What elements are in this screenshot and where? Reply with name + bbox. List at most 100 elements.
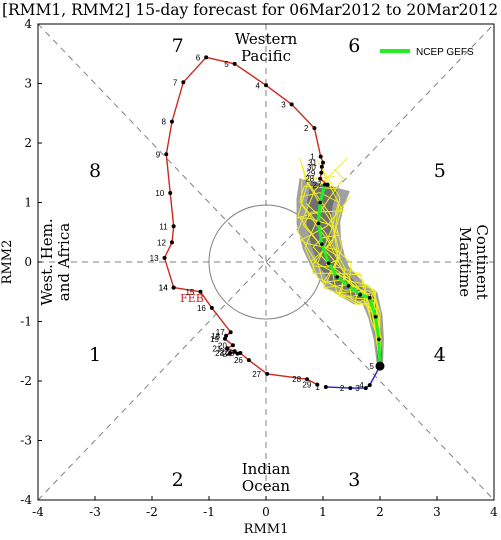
jan-feb-path-point [321, 160, 325, 165]
feb-path-point [209, 305, 214, 310]
ensemble-member-line [299, 158, 381, 367]
jan-feb-path-point [162, 255, 167, 260]
region-label-left: West. Hem. [38, 218, 56, 305]
phase-label: 1 [89, 344, 101, 366]
feb-path-day-label: 22 [220, 347, 229, 356]
feb-path-point [225, 346, 230, 351]
jan-feb-path-day-label: 7 [173, 78, 178, 87]
x-tick-label: -4 [32, 505, 44, 519]
region-label-right: Continent [473, 224, 491, 299]
mar-path-point [367, 383, 372, 388]
jan-feb-path-day-label: 2 [304, 124, 309, 133]
x-tick-label: 1 [319, 505, 327, 519]
jan-feb-path-day-label: 3 [281, 100, 286, 109]
mar-path-day-label: 1 [315, 383, 320, 392]
forecast-mean-point [322, 182, 327, 187]
feb-path-day-label: 28 [292, 375, 301, 384]
mar-path-day-label: 4 [359, 381, 364, 390]
jan-feb-path-point [204, 55, 209, 60]
feb-path-day-label: 15 [186, 288, 195, 297]
y-tick-label: -1 [20, 315, 32, 329]
phase-label: 3 [348, 469, 360, 491]
jan-feb-path-day-label: 9 [156, 150, 161, 159]
forecast-start-point [375, 361, 385, 371]
jan-feb-path-day-label: 31 [308, 159, 317, 168]
jan-feb-path-day-label: 10 [155, 189, 164, 198]
jan-feb-path-day-label: 30 [307, 163, 316, 172]
jan-feb-path-point [318, 176, 323, 181]
y-tick-label: -3 [20, 434, 32, 448]
feb-path-day-label: 23 [215, 349, 224, 358]
ensemble-member-line [296, 210, 381, 367]
feb-path-day-label: 17 [216, 328, 225, 337]
feb-path-day-label: 20 [218, 341, 227, 350]
phase-label: 6 [348, 35, 360, 57]
jan-feb-path-day-label: 12 [157, 238, 166, 247]
feb-path-day-label: 18 [211, 332, 220, 341]
feb-path-point [265, 371, 270, 376]
feb-path-point [315, 382, 320, 387]
y-tick-label: -2 [20, 374, 32, 388]
y-tick-label: 1 [24, 196, 32, 210]
region-label-bottom: Ocean [242, 477, 291, 495]
phase-label: 8 [89, 160, 101, 182]
mar-path-point [323, 384, 328, 389]
jan-feb-path-point [289, 102, 294, 107]
feb-path-point [246, 358, 251, 363]
jan-feb-path-point [232, 61, 237, 66]
forecast-mean-point [346, 284, 351, 288]
feb-path-day-label: 24 [223, 350, 232, 359]
feb-path-day-label: 19 [210, 335, 219, 344]
x-axis-label: RMM1 [244, 522, 289, 537]
forecast-mean-line [316, 184, 382, 367]
jan-feb-path-day-label: 8 [161, 118, 166, 127]
jan-feb-path-day-label: 29 [306, 169, 315, 178]
mar-path-day-label: 3 [355, 384, 360, 393]
forecast-mean-point [335, 275, 340, 279]
jan-feb-path-day-label: 5 [224, 60, 229, 69]
feb-path-point [222, 336, 227, 341]
feb-path-day-label: 27 [252, 370, 261, 379]
region-label-bottom: Indian [242, 460, 291, 478]
x-tick-label: 4 [490, 505, 498, 519]
x-tick-label: 3 [433, 505, 441, 519]
feb-path-point [171, 285, 176, 290]
jan-feb-path-point [171, 224, 176, 229]
region-label-top: Pacific [241, 47, 291, 65]
y-tick-label: 2 [24, 136, 32, 150]
mar-path-day-label: 5 [370, 362, 375, 371]
jan-feb-path-day-label: 14 [159, 284, 168, 293]
jan-feb-path-point [264, 83, 268, 88]
jan-feb-path-point [169, 119, 174, 124]
jan-feb-path-line [163, 56, 329, 288]
feb-path-point [228, 351, 233, 356]
forecast-mean-point [316, 221, 321, 226]
jan-feb-path-day-label: 27 [313, 181, 322, 190]
jan-feb-path-point [181, 80, 186, 85]
y-tick-label: 3 [24, 77, 32, 91]
feb-path-point [230, 343, 235, 348]
phase-label: 5 [434, 160, 446, 182]
legend-label: NCEP GEFS [416, 47, 474, 58]
jan-feb-path-day-label: 11 [159, 222, 168, 231]
jan-feb-path-point [168, 190, 173, 195]
feb-path-day-label: 25 [225, 349, 234, 358]
feb-path-point [232, 349, 237, 354]
jan-feb-path-day-label: 6 [196, 53, 201, 62]
jan-feb-path-point [325, 182, 330, 187]
forecast-mean-point [367, 295, 372, 300]
phase-label: 2 [172, 469, 184, 491]
chart-title: [RMM1, RMM2] 15-day forecast for 06Mar20… [2, 1, 498, 19]
jan-feb-path-point [319, 170, 324, 175]
forecast-mean-point [320, 242, 324, 246]
phase-label: 4 [434, 344, 446, 366]
month-label-feb: FEB [180, 292, 204, 305]
mar-path-point [348, 386, 353, 391]
x-tick-label: 0 [262, 505, 270, 519]
y-tick-label: -4 [20, 493, 32, 507]
x-tick-label: -2 [146, 505, 158, 519]
y-axis-label: RMM2 [0, 240, 15, 285]
region-label-top: Western [235, 30, 298, 48]
feb-path-point [198, 289, 203, 294]
forecast-mean-point [377, 337, 381, 342]
